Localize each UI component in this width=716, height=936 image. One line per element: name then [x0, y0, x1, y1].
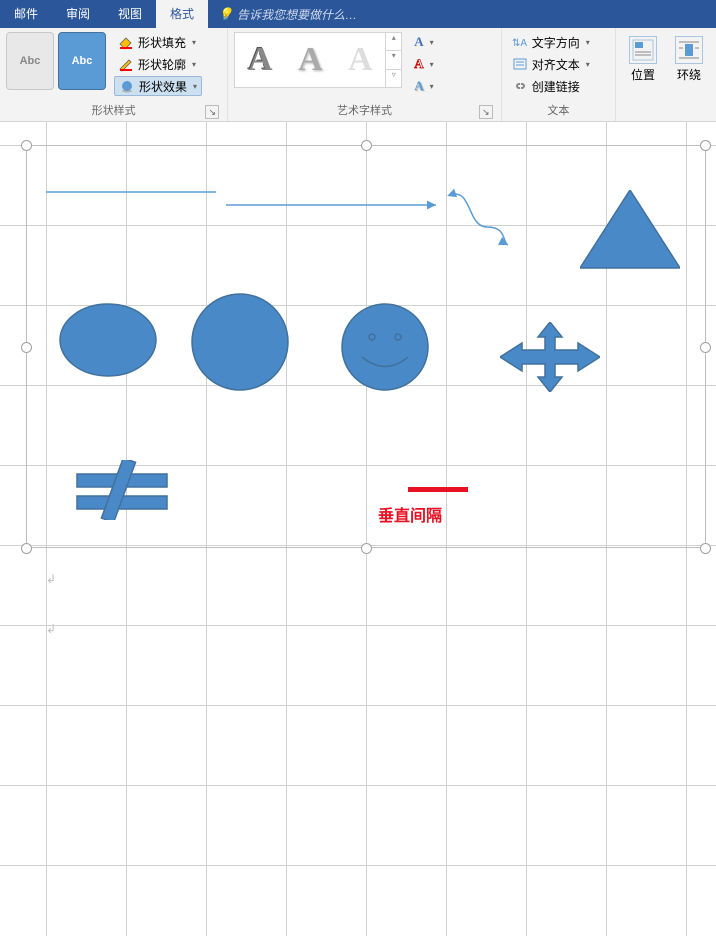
selection-handle[interactable]: [361, 543, 372, 554]
text-fill-icon: A: [414, 34, 423, 50]
selection-handle[interactable]: [21, 342, 32, 353]
paragraph-mark: ↲: [46, 572, 56, 586]
group-shape-styles: Abc Abc 形状填充 ▾ 形状轮廓 ▾: [0, 28, 228, 121]
chevron-down-icon: ▾: [192, 60, 196, 69]
create-link-button[interactable]: 创建链接: [508, 76, 594, 96]
shape-style-preset-2[interactable]: Abc: [58, 32, 106, 90]
shape-ellipse[interactable]: [58, 300, 158, 380]
effects-icon: [119, 78, 135, 94]
text-outline-button[interactable]: A ▾: [410, 54, 437, 74]
text-fill-button[interactable]: A ▾: [410, 32, 437, 52]
chevron-down-icon: ▾: [193, 82, 197, 91]
shape-quad-arrow[interactable]: [500, 322, 600, 392]
group-label-text: 文本: [508, 100, 609, 121]
shape-style-preset-1[interactable]: Abc: [6, 32, 54, 90]
text-outline-icon: A: [414, 56, 423, 72]
wordart-preset-3[interactable]: A: [335, 33, 385, 87]
link-icon: [512, 78, 528, 94]
dialog-launcher-wordart[interactable]: ↘: [479, 105, 493, 119]
chevron-down-icon: ▾: [430, 38, 434, 47]
wordart-preset-2[interactable]: A: [285, 33, 335, 87]
selection-handle[interactable]: [700, 342, 711, 353]
annotation-bar: [408, 487, 468, 492]
bucket-icon: [118, 34, 134, 50]
tab-mail[interactable]: 邮件: [0, 0, 52, 28]
wrap-label: 环绕: [677, 66, 701, 83]
svg-text:⇅A: ⇅A: [512, 38, 527, 49]
gallery-down-button[interactable]: ▾: [386, 50, 401, 68]
lightbulb-icon: 💡: [218, 7, 233, 21]
shape-fill-button[interactable]: 形状填充 ▾: [114, 32, 202, 52]
group-label-shape-styles: 形状样式 ↘: [6, 100, 221, 121]
shape-smiley[interactable]: [340, 302, 430, 392]
position-label: 位置: [631, 66, 655, 83]
align-text-icon: [512, 56, 528, 72]
shape-not-equal[interactable]: [72, 460, 172, 520]
pen-icon: [118, 56, 134, 72]
preset-text: Abc: [72, 55, 93, 67]
text-direction-label: 文字方向: [532, 34, 580, 51]
shape-circle[interactable]: [190, 292, 290, 392]
group-wordart-styles: A A A ▴ ▾ ▿ A ▾ A ▾ A: [228, 28, 501, 121]
preset-text: Abc: [20, 55, 41, 67]
align-text-label: 对齐文本: [532, 56, 580, 73]
shape-effects-label: 形状效果: [139, 78, 187, 95]
chevron-down-icon: ▾: [586, 38, 590, 47]
tab-bar: 邮件 审阅 视图 格式 💡 告诉我您想要做什么…: [0, 0, 716, 28]
text-direction-button[interactable]: ⇅A 文字方向 ▾: [508, 32, 594, 52]
tell-me-placeholder: 告诉我您想要做什么…: [237, 6, 357, 23]
gallery-more-button[interactable]: ▿: [386, 69, 401, 87]
shape-effects-button[interactable]: 形状效果 ▾: [114, 76, 202, 96]
position-icon: [629, 36, 657, 64]
chevron-down-icon: ▾: [192, 38, 196, 47]
selection-handle[interactable]: [21, 140, 32, 151]
paragraph-mark: ↲: [46, 622, 56, 636]
tab-view[interactable]: 视图: [104, 0, 156, 28]
group-arrange: 位置 环绕: [616, 28, 716, 121]
selection-handle[interactable]: [21, 543, 32, 554]
selection-handle[interactable]: [700, 543, 711, 554]
group-label-arrange: [622, 104, 710, 121]
shape-outline-label: 形状轮廓: [138, 56, 186, 73]
wrap-button[interactable]: 环绕: [668, 32, 710, 83]
chevron-down-icon: ▾: [586, 60, 590, 69]
annotation-text: 垂直间隔: [378, 502, 442, 526]
shape-outline-button[interactable]: 形状轮廓 ▾: [114, 54, 202, 74]
document-canvas[interactable]: 垂直间隔 ↲ ↲: [0, 122, 716, 936]
selection-handle[interactable]: [700, 140, 711, 151]
text-effects-button[interactable]: A ▾: [410, 76, 437, 96]
tab-format[interactable]: 格式: [156, 0, 208, 28]
gallery-up-button[interactable]: ▴: [386, 33, 401, 50]
tell-me-search[interactable]: 💡 告诉我您想要做什么…: [208, 6, 367, 23]
chevron-down-icon: ▾: [430, 60, 434, 69]
shape-fill-label: 形状填充: [138, 34, 186, 51]
tab-review[interactable]: 审阅: [52, 0, 104, 28]
group-text: ⇅A 文字方向 ▾ 对齐文本 ▾ 创建链接: [502, 28, 616, 121]
chevron-down-icon: ▾: [430, 82, 434, 91]
selection-handle[interactable]: [361, 140, 372, 151]
wordart-preset-1[interactable]: A: [235, 33, 285, 87]
text-effects-icon: A: [414, 78, 423, 94]
shape-triangle[interactable]: [580, 190, 680, 270]
ribbon: Abc Abc 形状填充 ▾ 形状轮廓 ▾: [0, 28, 716, 122]
dialog-launcher-shape-styles[interactable]: ↘: [205, 105, 219, 119]
shape-line[interactable]: [46, 190, 216, 200]
align-text-button[interactable]: 对齐文本 ▾: [508, 54, 594, 74]
shape-curved-connector[interactable]: [442, 187, 522, 257]
group-label-wordart: 艺术字样式 ↘: [234, 100, 494, 121]
position-button[interactable]: 位置: [622, 32, 664, 83]
wrap-icon: [675, 36, 703, 64]
create-link-label: 创建链接: [532, 78, 580, 95]
shape-arrow-line[interactable]: [226, 197, 446, 217]
text-direction-icon: ⇅A: [512, 34, 528, 50]
